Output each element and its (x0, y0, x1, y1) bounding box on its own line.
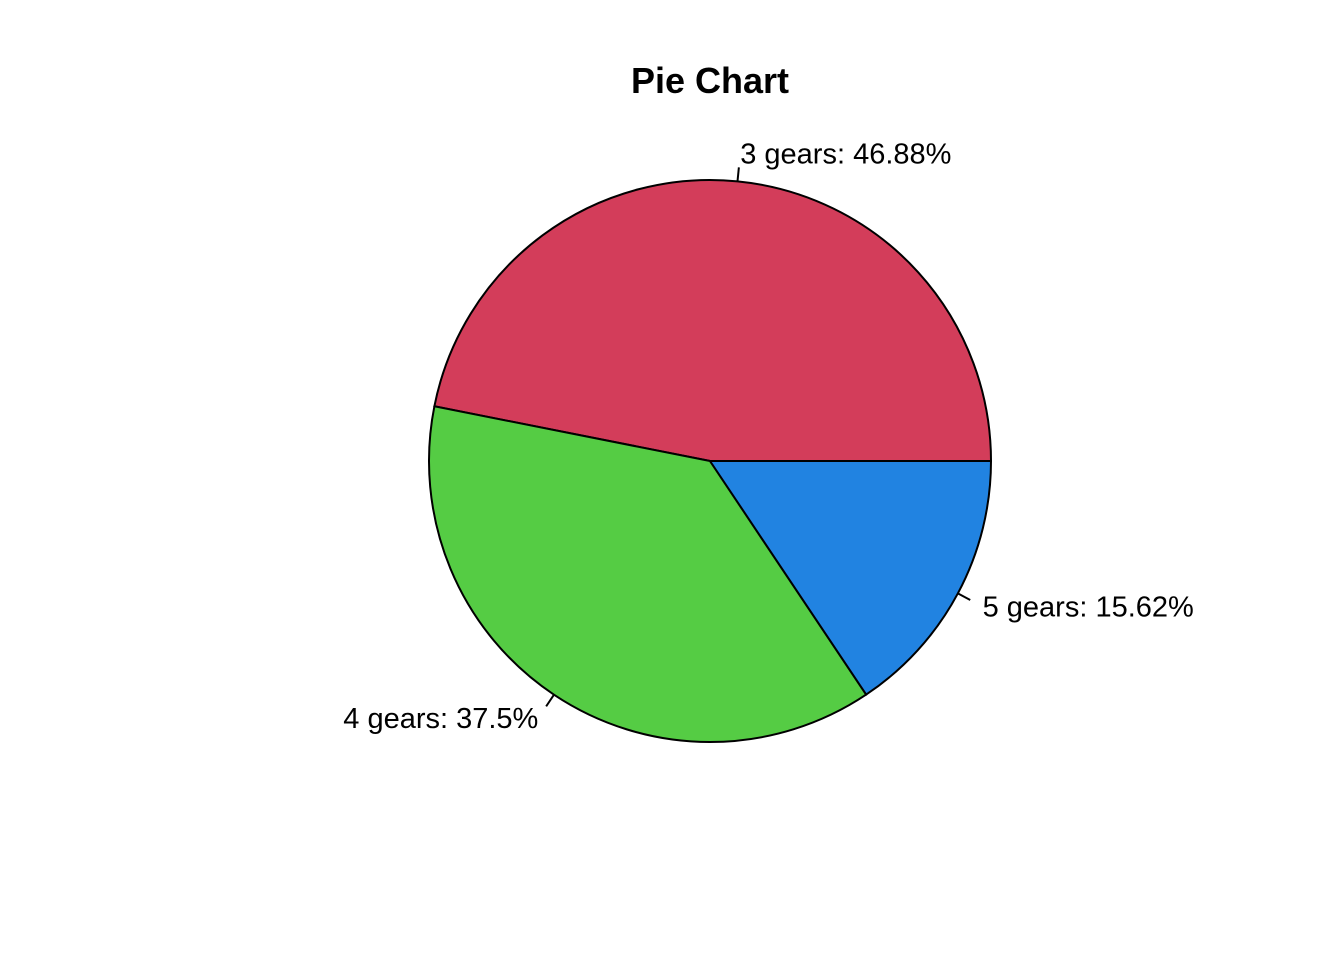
pie-slice-label-2: 4 gears: 37.5% (343, 703, 538, 735)
pie-leader-line-3 (957, 592, 971, 601)
pie-leader-lines (545, 167, 971, 707)
chart-title: Pie Chart (631, 60, 789, 101)
pie-slices (428, 178, 993, 744)
pie-slice-label-3: 5 gears: 15.62% (983, 592, 1194, 624)
pie-leader-line-1 (736, 167, 740, 182)
pie-slice-label-1: 3 gears: 46.88% (740, 138, 951, 170)
pie-labels: 3 gears: 46.88% 4 gears: 37.5% 5 gears: 15… (343, 138, 1194, 735)
pie-leader-line-2 (545, 694, 555, 707)
pie-slice-1 (433, 178, 993, 462)
